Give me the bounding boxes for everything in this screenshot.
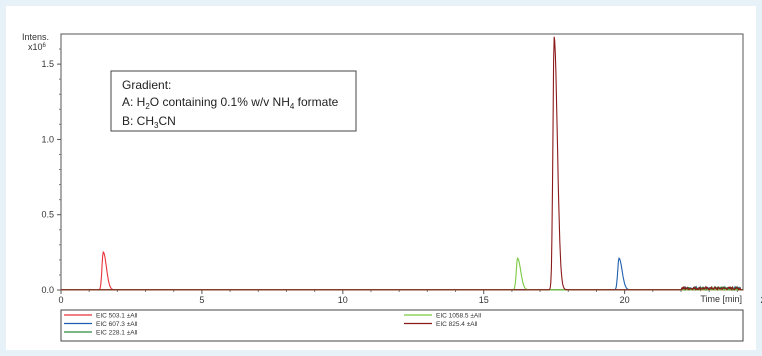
annotation-line-b: B: CH3CN: [122, 114, 176, 130]
annotation-title: Gradient:: [122, 78, 171, 92]
x-tick-label: 15: [479, 295, 489, 305]
legend-label: EIC 228.1 ±All: [96, 329, 138, 336]
gradient-annotation: Gradient: A: H2O containing 0.1% w/v NH4…: [111, 71, 356, 131]
x-tick-label: 20: [620, 295, 630, 305]
x-tick-label: 5: [199, 295, 204, 305]
y-tick-label: 1.0: [41, 134, 54, 144]
x-axis-label: Time [min]: [700, 294, 742, 304]
y-axis-label: Intens.: [22, 32, 49, 42]
y-tick-label: 0.0: [41, 285, 54, 295]
legend-label: EIC 607.3 ±All: [96, 321, 138, 328]
y-tick-label: 1.5: [41, 59, 54, 69]
legend-label: EIC 1058.5 ±All: [436, 312, 482, 319]
legend-label: EIC 503.1 ±All: [96, 312, 138, 319]
y-tick-label: 0.5: [41, 210, 54, 220]
annotation-line-a: A: H2O containing 0.1% w/v NH4 formate: [122, 95, 339, 111]
legend-label: EIC 825.4 ±All: [436, 321, 478, 328]
legend-box: [61, 310, 743, 341]
x-tick-label: 0: [58, 295, 63, 305]
x-tick-label: 10: [338, 295, 348, 305]
chart-panel: [6, 6, 756, 350]
